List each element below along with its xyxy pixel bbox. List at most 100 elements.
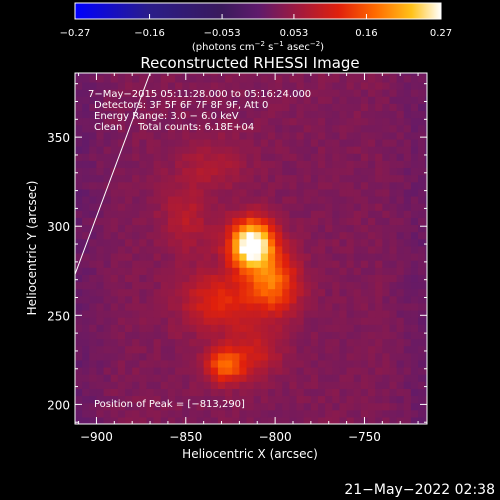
heatmap-cell bbox=[375, 103, 383, 112]
heatmap-cell bbox=[117, 224, 126, 233]
heatmap-cell bbox=[425, 317, 427, 325]
heatmap-cell bbox=[139, 195, 148, 204]
heatmap-cell bbox=[275, 366, 283, 375]
heatmap-cell bbox=[189, 317, 198, 325]
heatmap-cell bbox=[396, 402, 405, 411]
heatmap-cell bbox=[89, 74, 98, 83]
heatmap-cell bbox=[167, 338, 176, 347]
heatmap-cell bbox=[389, 252, 398, 261]
heatmap-cell bbox=[239, 131, 248, 140]
heatmap-cell bbox=[139, 73, 148, 76]
heatmap-cell bbox=[110, 174, 119, 183]
heatmap-cell bbox=[282, 388, 291, 397]
heatmap-cell bbox=[146, 309, 155, 318]
heatmap-cell bbox=[382, 124, 391, 133]
heatmap-cell bbox=[125, 388, 133, 397]
heatmap-cell bbox=[89, 395, 98, 404]
heatmap-cell bbox=[210, 74, 219, 83]
heatmap-cell bbox=[160, 181, 169, 190]
heatmap-cell bbox=[239, 267, 248, 275]
heatmap-cell bbox=[282, 309, 291, 318]
heatmap-cell bbox=[310, 295, 319, 304]
heatmap-cell bbox=[110, 117, 119, 126]
heatmap-cell bbox=[289, 252, 298, 261]
heatmap-cell bbox=[282, 366, 291, 375]
heatmap-cell bbox=[310, 252, 319, 261]
heatmap-cell bbox=[160, 388, 169, 397]
heatmap-cell bbox=[117, 260, 126, 268]
heatmap-cell bbox=[239, 309, 248, 318]
heatmap-cell bbox=[196, 238, 205, 247]
heatmap-cell bbox=[232, 388, 240, 397]
heatmap-cell bbox=[153, 409, 162, 418]
heatmap-cell bbox=[203, 309, 212, 318]
heatmap-cell bbox=[368, 131, 376, 140]
heatmap-cell bbox=[282, 416, 291, 424]
annotation-total-counts: Total counts: 6.18E+04 bbox=[137, 122, 254, 133]
heatmap-cell bbox=[396, 416, 405, 424]
heatmap-cell bbox=[146, 224, 155, 233]
heatmap-cell bbox=[339, 224, 348, 233]
heatmap-cell bbox=[375, 146, 383, 154]
heatmap-cell bbox=[425, 217, 427, 226]
heatmap-cell bbox=[396, 153, 405, 161]
heatmap-cell bbox=[175, 81, 183, 90]
heatmap-cell bbox=[296, 395, 305, 404]
heatmap-cell bbox=[146, 89, 155, 97]
heatmap-cell bbox=[160, 174, 169, 183]
heatmap-cell bbox=[418, 331, 426, 340]
heatmap-cell bbox=[217, 324, 226, 332]
heatmap-cell bbox=[175, 359, 183, 368]
heatmap-cell bbox=[368, 124, 376, 133]
heatmap-cell bbox=[346, 309, 355, 318]
heatmap-cell bbox=[318, 409, 326, 418]
heatmap-cell bbox=[360, 359, 369, 368]
heatmap-cell bbox=[375, 73, 383, 76]
heatmap-cell bbox=[196, 359, 205, 368]
heatmap-cell bbox=[96, 89, 105, 97]
heatmap-cell bbox=[189, 345, 198, 354]
heatmap-cell bbox=[296, 181, 305, 190]
heatmap-cell bbox=[189, 174, 198, 183]
heatmap-cell bbox=[296, 231, 305, 240]
heatmap-cell bbox=[346, 252, 355, 261]
heatmap-cell bbox=[310, 124, 319, 133]
heatmap-cell bbox=[203, 74, 212, 83]
heatmap-cell bbox=[175, 295, 183, 304]
heatmap-cell bbox=[310, 366, 319, 375]
heatmap-cell bbox=[217, 231, 226, 240]
heatmap-cell bbox=[425, 381, 427, 389]
heatmap-cell bbox=[210, 302, 219, 311]
heatmap-cell bbox=[260, 245, 269, 254]
heatmap-cell bbox=[246, 252, 255, 261]
heatmap-cell bbox=[146, 381, 155, 389]
heatmap-cell bbox=[410, 267, 419, 275]
heatmap-cell bbox=[375, 117, 383, 126]
heatmap-cell bbox=[332, 374, 341, 382]
heatmap-cell bbox=[103, 274, 112, 283]
heatmap-cell bbox=[325, 131, 333, 140]
heatmap-cell bbox=[117, 402, 126, 411]
heatmap-cell bbox=[203, 138, 212, 147]
heatmap-cell bbox=[403, 153, 412, 161]
x-tick-label: −850 bbox=[169, 430, 202, 444]
heatmap-cell bbox=[403, 74, 412, 83]
heatmap-cell bbox=[246, 281, 255, 290]
heatmap-cell bbox=[217, 110, 226, 119]
heatmap-cell bbox=[296, 174, 305, 183]
heatmap-cell bbox=[275, 345, 283, 354]
heatmap-cell bbox=[282, 167, 291, 176]
heatmap-cell bbox=[382, 217, 391, 226]
heatmap-cell bbox=[89, 374, 98, 382]
heatmap-cell bbox=[189, 146, 198, 154]
chart-title: Reconstructed RHESSI Image bbox=[140, 54, 359, 72]
heatmap-cell bbox=[282, 210, 291, 218]
heatmap-cell bbox=[117, 174, 126, 183]
heatmap-cell bbox=[289, 224, 298, 233]
heatmap-cell bbox=[217, 352, 226, 361]
heatmap-cell bbox=[239, 416, 248, 424]
heatmap-cell bbox=[410, 138, 419, 147]
heatmap-cell bbox=[75, 388, 83, 397]
heatmap-cell bbox=[346, 274, 355, 283]
heatmap-cell bbox=[239, 331, 248, 340]
